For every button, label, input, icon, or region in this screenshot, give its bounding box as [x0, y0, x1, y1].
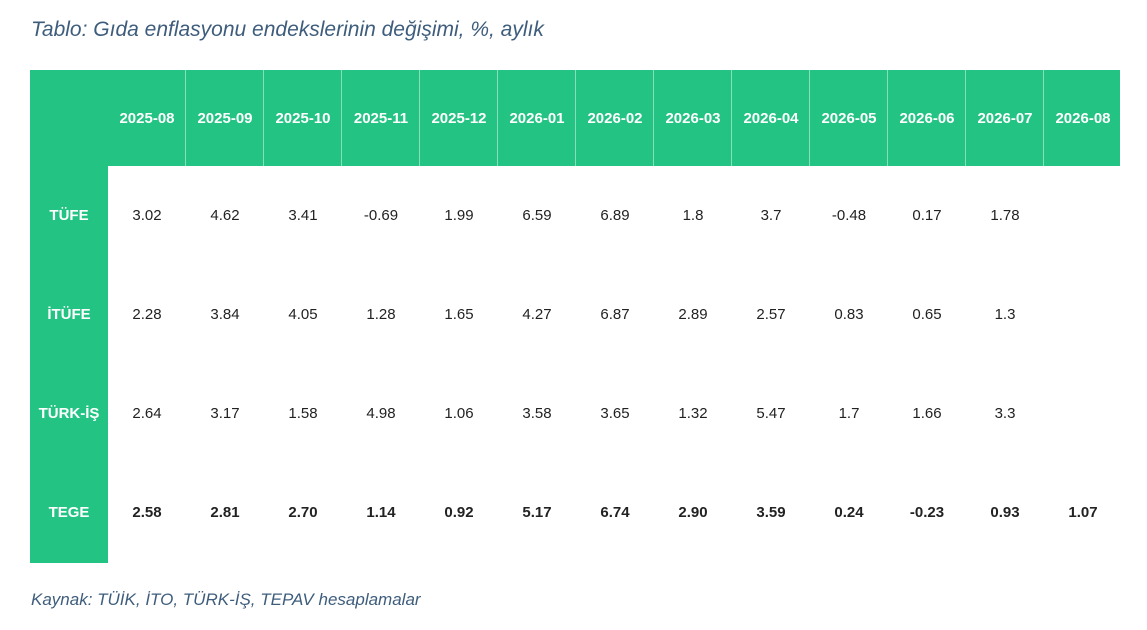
table-cell: 0.65	[912, 305, 942, 323]
table-cell: 0.83	[834, 305, 864, 323]
table-cell: 3.65	[600, 404, 630, 422]
table-cell: 1.66	[912, 404, 942, 422]
table-cell: 6.74	[600, 503, 630, 521]
table-cell	[1044, 166, 1122, 264]
table-cell: 2.57	[756, 305, 786, 323]
table-cell: 1.14	[366, 503, 396, 521]
table-cell: 2.28	[132, 305, 162, 323]
table-cell: 1.58	[288, 404, 318, 422]
table-cell: 4.05	[288, 305, 318, 323]
table-cell: 6.87	[600, 305, 630, 323]
table-cell: 3.7	[760, 206, 782, 224]
row-label: TEGE	[48, 503, 90, 521]
table-cell: 1.7	[838, 404, 860, 422]
table-cell: -0.48	[831, 206, 867, 224]
table-cell: 3.02	[132, 206, 162, 224]
column-header: 2025-11	[353, 109, 409, 127]
table-cell: 1.99	[444, 206, 474, 224]
table-cell: 2.90	[678, 503, 708, 521]
column-header: 2026-06	[899, 109, 955, 127]
row-label: TÜRK-İŞ	[38, 404, 100, 422]
column-header: 2025-08	[119, 109, 175, 127]
header-separator	[809, 70, 810, 166]
column-header: 2026-05	[821, 109, 877, 127]
column-header: 2026-04	[743, 109, 799, 127]
column-header: 2026-01	[509, 109, 565, 127]
table-cell: 4.27	[522, 305, 552, 323]
table-cell: 0.24	[834, 503, 864, 521]
row-label-band	[30, 166, 108, 563]
table-cell: 3.59	[756, 503, 786, 521]
header-separator	[185, 70, 186, 166]
column-header: 2026-08	[1055, 109, 1111, 127]
table-cell: 2.70	[288, 503, 318, 521]
column-header: 2025-12	[431, 109, 487, 127]
header-separator	[341, 70, 342, 166]
table-cell: 3.3	[994, 404, 1016, 422]
column-header: 2026-02	[587, 109, 643, 127]
row-label: İTÜFE	[47, 305, 91, 323]
table-cell: 1.3	[994, 305, 1016, 323]
table-cell: 1.32	[678, 404, 708, 422]
table-cell: 1.28	[366, 305, 396, 323]
table-cell: 1.06	[444, 404, 474, 422]
table-cell: 2.89	[678, 305, 708, 323]
row-label: TÜFE	[49, 206, 89, 224]
column-header: 2026-07	[977, 109, 1033, 127]
table-cell: 1.8	[682, 206, 704, 224]
header-separator	[575, 70, 576, 166]
table-cell: 2.58	[132, 503, 162, 521]
table-cell: 1.78	[990, 206, 1020, 224]
table-cell: 0.93	[990, 503, 1020, 521]
table-cell: 0.92	[444, 503, 474, 521]
table-cell	[1044, 364, 1122, 462]
table-cell: 3.41	[288, 206, 318, 224]
header-separator	[965, 70, 966, 166]
header-separator	[263, 70, 264, 166]
header-separator	[731, 70, 732, 166]
table-cell: 2.64	[132, 404, 162, 422]
table-title: Tablo: Gıda enflasyonu endekslerinin değ…	[31, 18, 544, 41]
column-header: 2025-10	[275, 109, 331, 127]
table-cell: -0.69	[363, 206, 399, 224]
header-separator	[419, 70, 420, 166]
table-cell: 6.59	[522, 206, 552, 224]
header-separator	[497, 70, 498, 166]
source-note: Kaynak: TÜİK, İTO, TÜRK-İŞ, TEPAV hesapl…	[31, 590, 421, 609]
header-separator	[1043, 70, 1044, 166]
table-cell: 2.81	[210, 503, 240, 521]
table-cell: 1.65	[444, 305, 474, 323]
table-cell: 0.17	[912, 206, 942, 224]
table-cell: 5.47	[756, 404, 786, 422]
table-cell: 1.07	[1068, 503, 1098, 521]
table-cell: 4.62	[210, 206, 240, 224]
column-header: 2026-03	[665, 109, 721, 127]
table-cell	[1044, 265, 1122, 363]
table-cell: 6.89	[600, 206, 630, 224]
table-cell: 3.17	[210, 404, 240, 422]
table-cell: 3.58	[522, 404, 552, 422]
table-cell: -0.23	[909, 503, 945, 521]
header-separator	[887, 70, 888, 166]
table-cell: 4.98	[366, 404, 396, 422]
table-cell: 5.17	[522, 503, 552, 521]
table-cell: 3.84	[210, 305, 240, 323]
header-band	[30, 70, 1120, 166]
header-separator	[653, 70, 654, 166]
column-header: 2025-09	[197, 109, 253, 127]
